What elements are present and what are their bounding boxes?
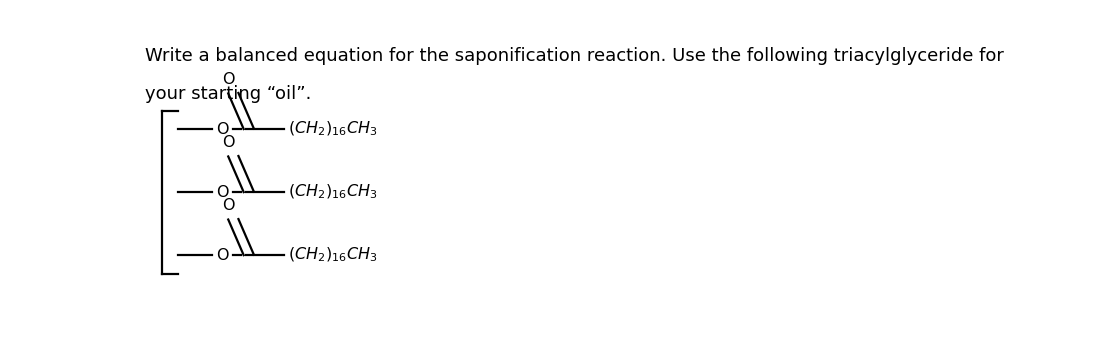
Text: O: O	[222, 72, 234, 87]
Text: O: O	[222, 135, 234, 150]
Text: O: O	[222, 198, 234, 213]
Text: $(CH_2)_{16}CH_3$: $(CH_2)_{16}CH_3$	[289, 183, 378, 201]
Text: O: O	[216, 248, 229, 263]
Text: Write a balanced equation for the saponification reaction. Use the following tri: Write a balanced equation for the saponi…	[145, 47, 1004, 65]
Text: O: O	[216, 185, 229, 200]
Text: O: O	[216, 121, 229, 137]
Text: $(CH_2)_{16}CH_3$: $(CH_2)_{16}CH_3$	[289, 246, 378, 265]
Text: $(CH_2)_{16}CH_3$: $(CH_2)_{16}CH_3$	[289, 120, 378, 138]
Text: your starting “oil”.: your starting “oil”.	[145, 85, 312, 103]
